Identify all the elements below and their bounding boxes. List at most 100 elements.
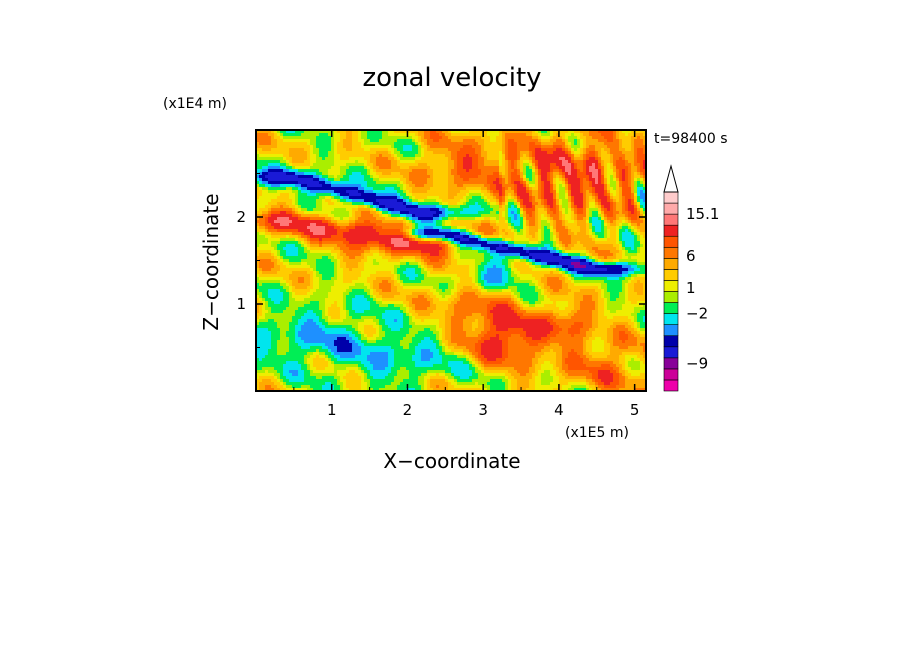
field-cell [586, 133, 590, 137]
field-cell [610, 163, 614, 167]
field-cell [616, 160, 620, 164]
field-cell [544, 175, 548, 179]
field-cell [469, 166, 473, 170]
field-cell [415, 133, 419, 137]
field-cell [427, 142, 431, 146]
field-cell [568, 133, 572, 137]
field-cell [541, 160, 545, 164]
field-cell [586, 142, 590, 146]
field-cell [412, 133, 416, 137]
field-cell [592, 172, 596, 176]
field-cell [487, 157, 491, 161]
field-cell [346, 166, 350, 170]
field-cell [541, 172, 545, 176]
field-cell [451, 163, 455, 167]
field-cell [640, 160, 644, 164]
field-cell [406, 172, 410, 176]
field-cell [271, 187, 275, 191]
field-cell [610, 136, 614, 140]
field-cell [532, 151, 536, 155]
field-cell [316, 157, 320, 161]
field-cell [466, 148, 470, 152]
field-cell [478, 157, 482, 161]
field-cell [613, 145, 617, 149]
field-cell [259, 184, 263, 188]
field-cell [622, 145, 626, 149]
field-cell [406, 151, 410, 155]
field-cell [400, 169, 404, 173]
field-cell [601, 181, 605, 185]
field-cell [499, 136, 503, 140]
field-cell [295, 145, 299, 149]
field-cell [466, 133, 470, 137]
field-cell [544, 157, 548, 161]
field-cell [277, 130, 281, 134]
field-cell [433, 169, 437, 173]
field-cell [361, 130, 365, 134]
field-cell [457, 181, 461, 185]
field-cell [574, 133, 578, 137]
field-cell [406, 190, 410, 194]
field-cell [310, 145, 314, 149]
field-cell [352, 145, 356, 149]
field-cell [622, 181, 626, 185]
field-cell [565, 142, 569, 146]
field-cell [397, 175, 401, 179]
field-cell [493, 175, 497, 179]
field-cell [259, 160, 263, 164]
field-cell [616, 142, 620, 146]
field-cell [325, 145, 329, 149]
field-cell [541, 139, 545, 143]
field-cell [490, 142, 494, 146]
field-cell [310, 151, 314, 155]
field-cell [328, 154, 332, 158]
field-cell [589, 136, 593, 140]
field-cell [532, 142, 536, 146]
field-cell [379, 178, 383, 182]
field-cell [475, 181, 479, 185]
field-cell [343, 178, 347, 182]
field-cell [463, 148, 467, 152]
field-cell [568, 187, 572, 191]
field-cell [502, 175, 506, 179]
field-cell [547, 184, 551, 188]
field-cell [484, 163, 488, 167]
field-cell [355, 178, 359, 182]
field-cell [577, 157, 581, 161]
field-cell [406, 184, 410, 188]
field-cell [403, 142, 407, 146]
field-cell [499, 166, 503, 170]
field-cell [634, 172, 638, 176]
field-cell [496, 157, 500, 161]
field-cell [439, 163, 443, 167]
field-cell [409, 169, 413, 173]
field-cell [454, 157, 458, 161]
field-cell [550, 130, 554, 134]
field-cell [532, 130, 536, 134]
field-cell [529, 163, 533, 167]
field-cell [343, 187, 347, 191]
field-cell [502, 157, 506, 161]
field-cell [562, 139, 566, 143]
field-cell [370, 133, 374, 137]
field-cell [376, 154, 380, 158]
field-cell [328, 184, 332, 188]
field-cell [496, 181, 500, 185]
field-cell [298, 130, 302, 134]
field-cell [595, 145, 599, 149]
field-cell [517, 163, 521, 167]
field-cell [616, 151, 620, 155]
field-cell [394, 172, 398, 176]
field-cell [358, 130, 362, 134]
field-cell [430, 178, 434, 182]
field-cell [571, 163, 575, 167]
field-cell [337, 133, 341, 137]
field-cell [451, 187, 455, 191]
field-cell [310, 172, 314, 176]
field-cell [418, 142, 422, 146]
field-cell [367, 163, 371, 167]
field-cell [397, 151, 401, 155]
field-cell [274, 136, 278, 140]
field-cell [424, 151, 428, 155]
field-cell [589, 169, 593, 173]
